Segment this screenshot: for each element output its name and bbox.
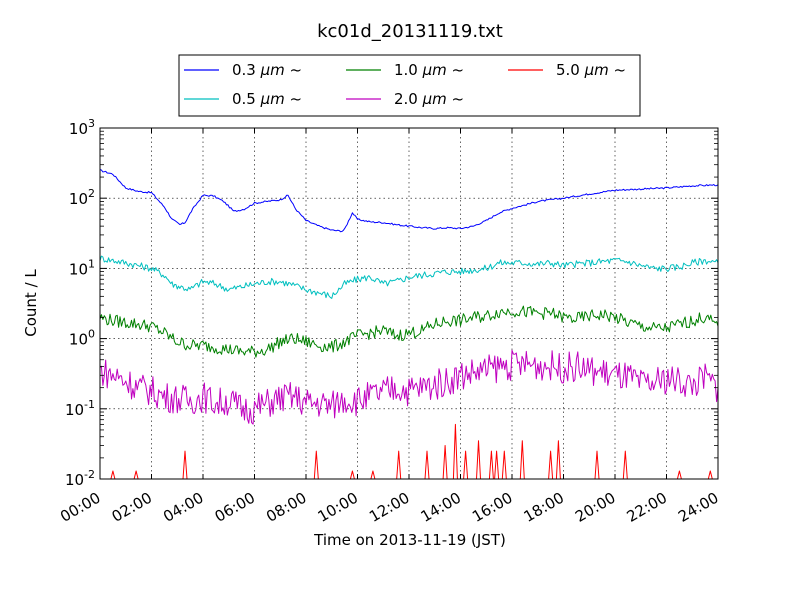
y-tick-base: 10: [65, 401, 84, 419]
grid: [100, 128, 718, 479]
y-tick-label: 100: [69, 328, 95, 349]
legend-label-4: 5.0 μm ~: [556, 61, 626, 79]
chart-title: kc01d_20131119.txt: [317, 21, 503, 42]
legend-label-suffix: ~: [285, 61, 302, 79]
legend-label-suffix: ~: [447, 61, 464, 79]
legend-label-value: 2.0: [394, 90, 423, 108]
plot-lines: [99, 169, 719, 480]
y-tick-base: 10: [69, 331, 88, 349]
y-tick-label: 10-1: [65, 398, 95, 419]
y-tick-label: 101: [69, 257, 95, 278]
y-tick-exponent: 3: [88, 117, 95, 130]
y-tick-base: 10: [69, 120, 88, 138]
legend-label-2: 1.0 μm ~: [394, 61, 464, 79]
legend-label-unit: μm: [422, 90, 447, 108]
y-tick-exponent: 0: [88, 328, 95, 341]
legend-box: [178, 54, 641, 117]
series-line-4: [110, 423, 713, 480]
legend-label-value: 0.3: [232, 61, 261, 79]
y-tick-base: 10: [69, 260, 88, 278]
series-line-3: [99, 349, 719, 425]
legend-label-unit: μm: [260, 90, 285, 108]
series-line-1: [99, 255, 719, 299]
series-line-2: [99, 305, 719, 358]
legend-label-value: 1.0: [394, 61, 423, 79]
legend-label-suffix: ~: [285, 90, 302, 108]
legend-label-1: 0.5 μm ~: [232, 90, 302, 108]
legend-label-3: 2.0 μm ~: [394, 90, 464, 108]
y-tick-base: 10: [69, 190, 88, 208]
legend-label-0: 0.3 μm ~: [232, 61, 302, 79]
legend-label-unit: μm: [584, 61, 609, 79]
y-axis-label: Count / L: [22, 269, 40, 337]
y-tick-base: 10: [65, 471, 84, 489]
series-line-0: [99, 169, 719, 233]
y-tick-label: 10-2: [65, 468, 95, 489]
y-tick-exponent: -2: [84, 468, 95, 481]
y-tick-exponent: 1: [88, 257, 95, 270]
legend-label-value: 0.5: [232, 90, 261, 108]
x-axis-label: Time on 2013-11-19 (JST): [313, 531, 506, 549]
legend-label-unit: μm: [260, 61, 285, 79]
y-tick-exponent: 2: [88, 187, 95, 200]
legend-label-value: 5.0: [556, 61, 585, 79]
legend-label-unit: μm: [422, 61, 447, 79]
legend-label-suffix: ~: [447, 90, 464, 108]
legend: 0.3 μm ~0.5 μm ~1.0 μm ~2.0 μm ~5.0 μm ~: [178, 54, 641, 117]
y-tick-label: 103: [69, 117, 95, 138]
y-tick-label: 102: [69, 187, 95, 208]
legend-label-suffix: ~: [609, 61, 626, 79]
y-tick-exponent: -1: [84, 398, 95, 411]
